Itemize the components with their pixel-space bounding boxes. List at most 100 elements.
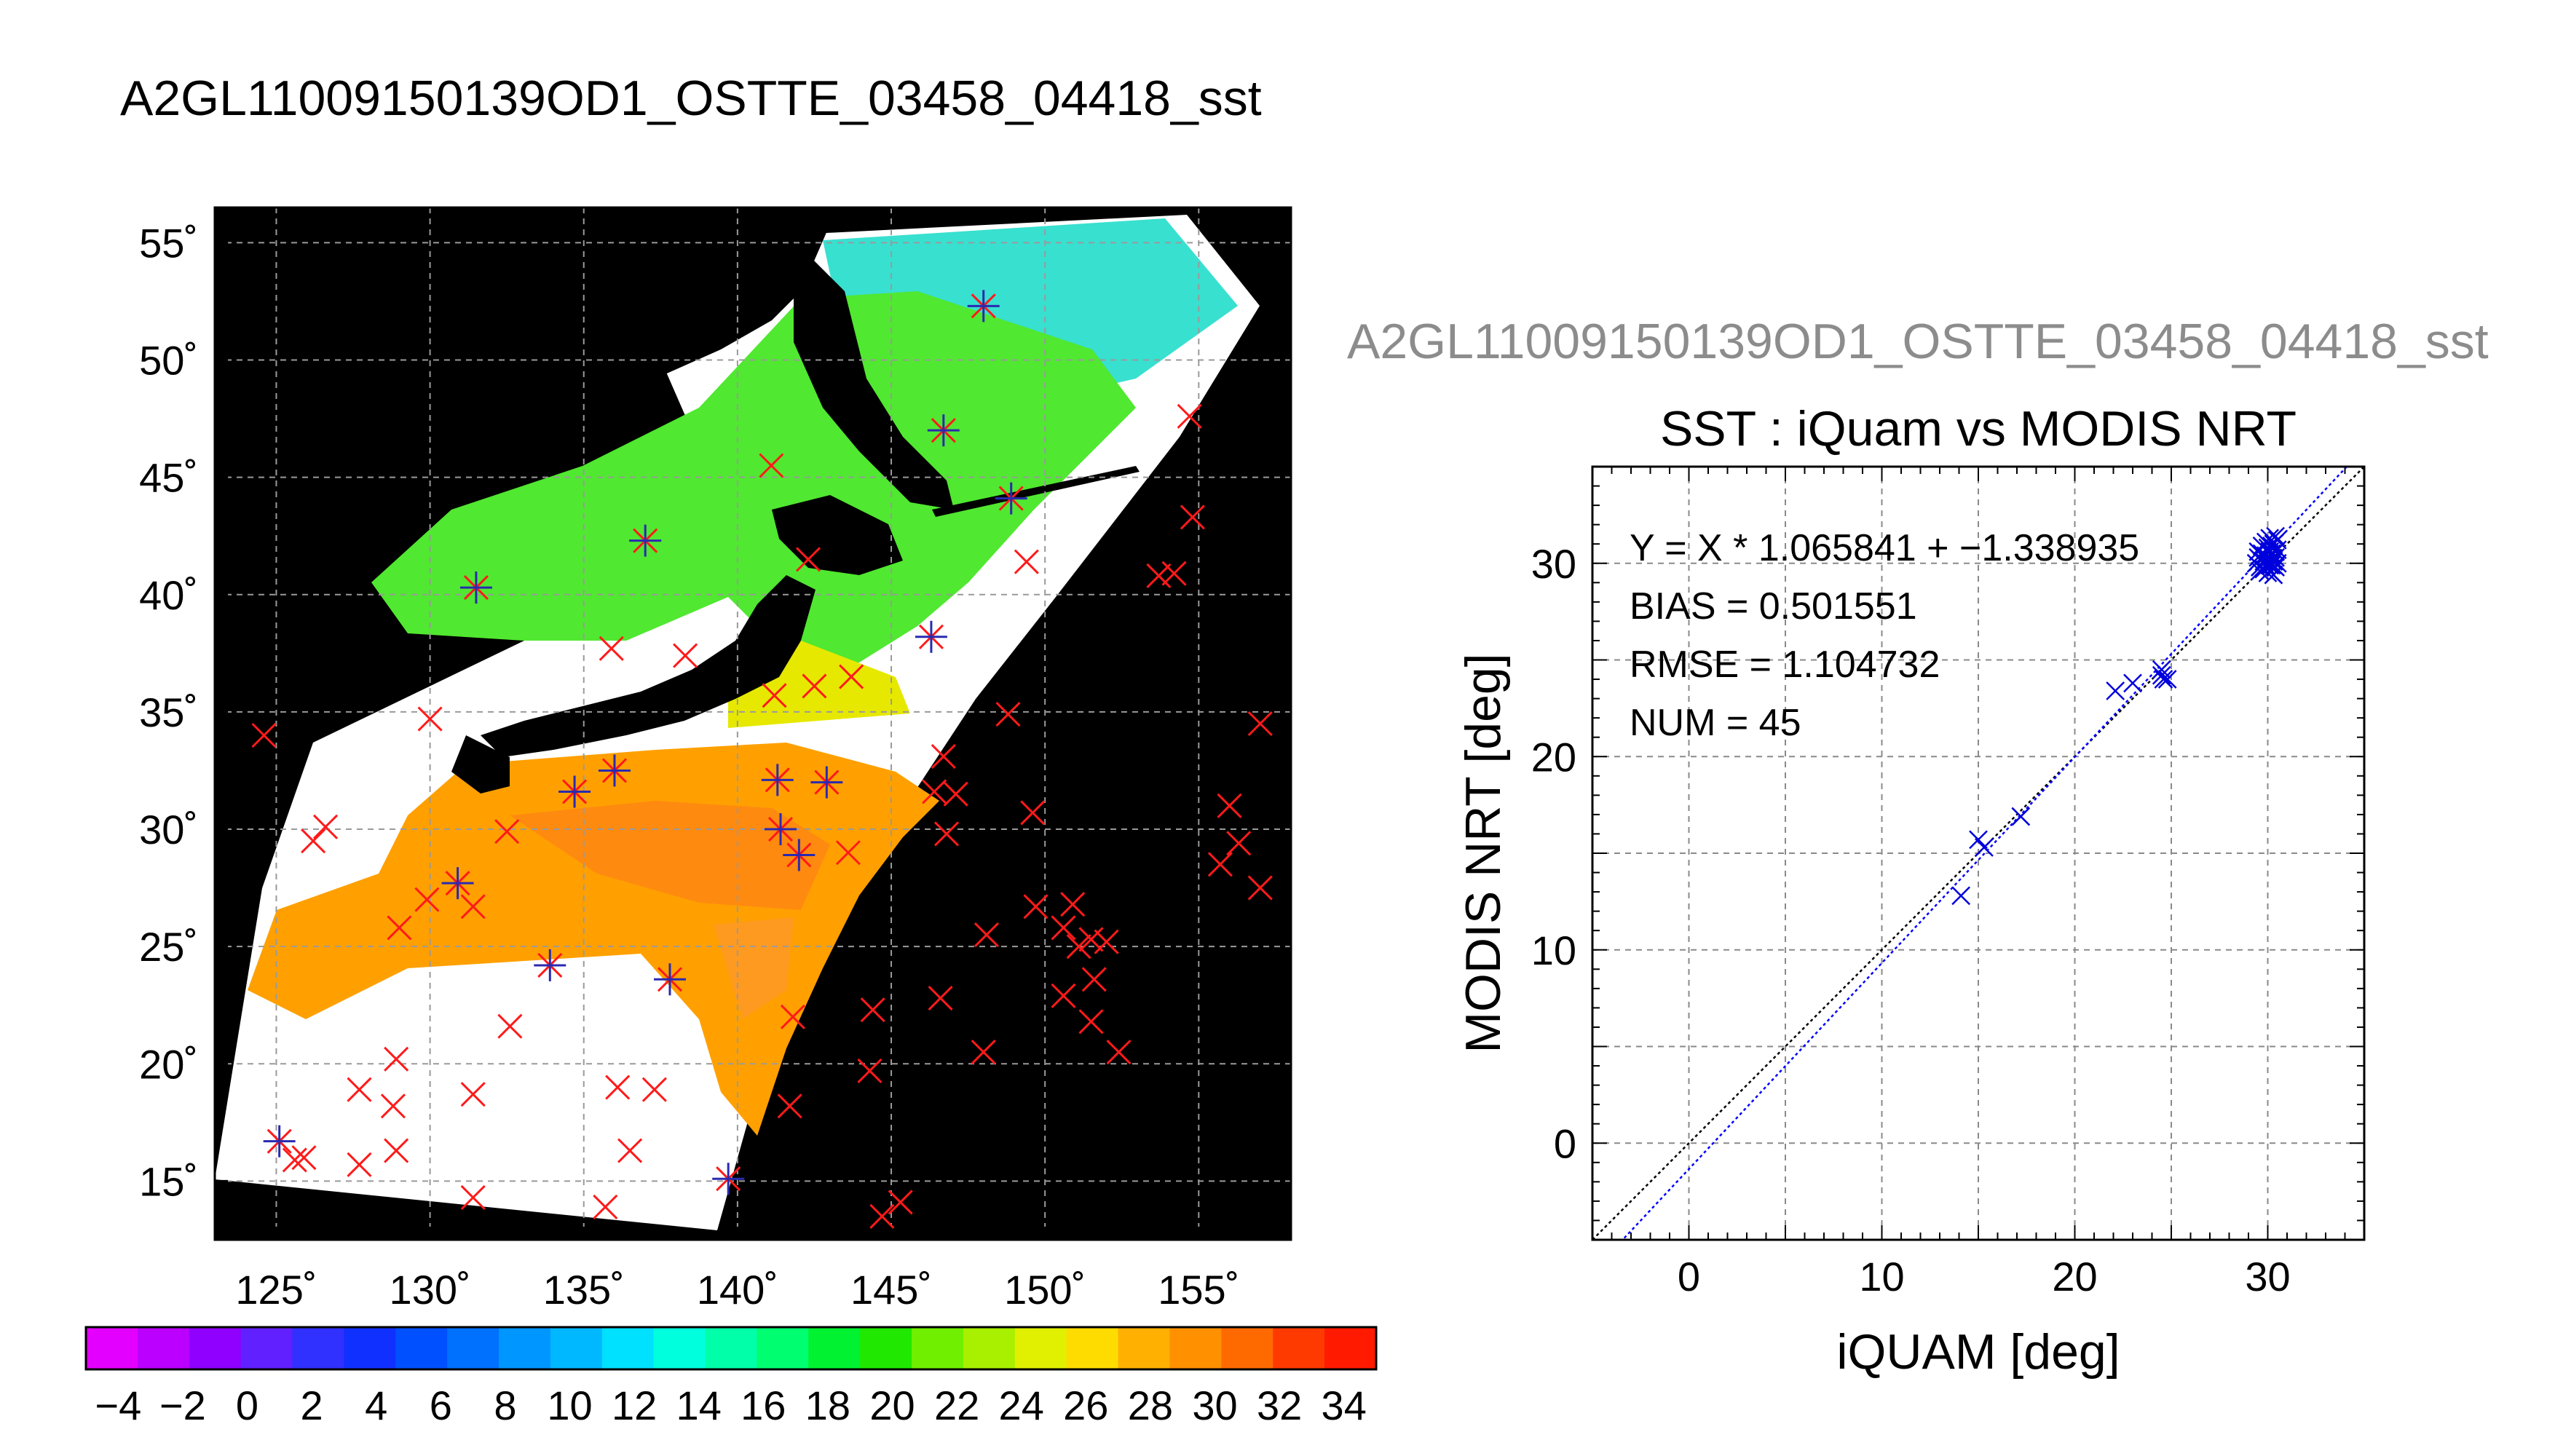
matchup-marker	[1023, 894, 1049, 919]
matchup-marker-blue-star	[441, 867, 474, 900]
matchup-marker	[387, 915, 412, 941]
scatter-x-tick-label: 0	[1678, 1254, 1700, 1299]
colorbar-tick-label: 6	[430, 1382, 452, 1428]
colorbar-cell	[395, 1327, 448, 1369]
colorbar-tick-label: 10	[547, 1382, 592, 1428]
matchup-marker	[1247, 711, 1273, 737]
matchup-marker	[417, 706, 443, 732]
map-y-tick-labels: 15˚ 20˚ 25˚ 30˚ 35˚ 40˚ 45˚ 50˚ 55˚	[139, 220, 198, 1204]
matchup-marker	[1161, 561, 1187, 586]
regression-fit-line	[1621, 467, 2348, 1240]
matchup-marker	[291, 1145, 317, 1171]
colorbar-tick-label: 24	[999, 1382, 1044, 1428]
matchup-marker	[943, 781, 968, 807]
colorbar-cell	[757, 1327, 809, 1369]
colorbar-cell	[1014, 1327, 1067, 1369]
matchup-marker	[1180, 505, 1205, 530]
matchup-marker-blue-star	[459, 571, 492, 604]
map-y-tick-label: 40˚	[139, 572, 198, 618]
colorbar-tick-label: 0	[236, 1382, 258, 1428]
map-x-tick-label: 130˚	[390, 1267, 471, 1313]
colorbar-cell	[447, 1327, 499, 1369]
matchup-marker	[1226, 831, 1252, 856]
colorbar-cells	[86, 1327, 1377, 1369]
matchup-marker	[282, 1147, 307, 1173]
colorbar-cell	[1066, 1327, 1119, 1369]
matchup-marker-blue-star	[598, 754, 631, 787]
matchup-marker	[974, 922, 999, 948]
matchup-marker-blue-star	[967, 290, 1000, 323]
matchup-marker	[1217, 793, 1242, 818]
matchup-marker-blue-star	[783, 839, 816, 871]
matchup-marker	[922, 779, 947, 804]
sst-band-hot	[510, 801, 830, 910]
scatter-point	[2267, 540, 2287, 560]
fit-equation-annotation: Y = X * 1.065841 + −1.338935	[1630, 527, 2139, 569]
colorbar-tick-label: 28	[1128, 1382, 1173, 1428]
matchup-marker	[347, 1152, 372, 1177]
matchup-marker	[605, 1075, 631, 1100]
colorbar-cell	[1169, 1327, 1222, 1369]
matchup-marker	[1060, 892, 1086, 917]
colorbar-cell	[860, 1327, 912, 1369]
scatter-x-tick-label: 10	[1859, 1254, 1904, 1299]
matchup-marker-blue-star	[761, 764, 794, 796]
matchup-marker	[380, 1093, 406, 1119]
scatter-point	[2266, 547, 2285, 567]
scatter-point	[2267, 531, 2287, 550]
map-y-tick-label: 25˚	[139, 924, 198, 970]
land-kyushu	[451, 735, 510, 794]
colorbar-tick-labels: −4 −2 0 2 4 6 8 10 12 14 16 18 20 22 24 26 28 30 32 34	[95, 1382, 1366, 1428]
map-y-tick-label: 20˚	[139, 1041, 198, 1087]
sst-map-panel: 15˚ 20˚ 25˚ 30˚ 35˚ 40˚ 45˚ 50˚ 55˚ 125˚ 130˚ 135˚…	[139, 206, 1292, 1313]
scatter-point	[2256, 532, 2275, 552]
sst-band-hot-2	[714, 917, 794, 1019]
colorbar-cell	[499, 1327, 551, 1369]
matchup-marker	[995, 702, 1021, 727]
scatter-y-axis-label: MODIS NRT [deg]	[1456, 653, 1511, 1053]
matchup-marker-blue-star	[915, 620, 947, 653]
sst-band-green	[371, 291, 1136, 670]
matchup-marker	[384, 1046, 409, 1072]
map-y-tick-label: 35˚	[139, 689, 198, 735]
matchup-marker	[759, 453, 784, 478]
colorbar-tick-label: 2	[301, 1382, 323, 1428]
colorbar-cell	[912, 1327, 964, 1369]
scatter-x-tick-labels: 0 10 20 30	[1678, 1254, 2291, 1299]
colorbar-cell	[705, 1327, 757, 1369]
scatter-point	[2260, 555, 2280, 575]
land-kuril-islands	[932, 466, 1140, 517]
matchup-marker	[928, 985, 953, 1011]
map-x-tick-label: 140˚	[697, 1267, 778, 1313]
matchup-marker	[1207, 852, 1233, 877]
matchup-marker	[599, 636, 624, 661]
scatter-x-tick-label: 20	[2052, 1254, 2097, 1299]
map-x-tick-label: 155˚	[1158, 1267, 1239, 1313]
scatter-x-axis-label: iQUAM [deg]	[1836, 1324, 2120, 1380]
scatter-y-tick-labels: 0 10 20 30	[1531, 541, 1576, 1167]
colorbar-tick-label: 16	[741, 1382, 786, 1428]
matchup-marker-blue-star	[629, 524, 662, 557]
colorbar-tick-label: 22	[934, 1382, 979, 1428]
map-y-tick-label: 30˚	[139, 807, 198, 852]
map-x-tick-labels: 125˚ 130˚ 135˚ 140˚ 145˚ 150˚ 155˚	[235, 1267, 1239, 1313]
colorbar-cell	[601, 1327, 655, 1369]
scatter-points	[1951, 526, 2287, 906]
map-y-tick-label: 15˚	[139, 1158, 198, 1204]
map-y-tick-label: 50˚	[139, 337, 198, 383]
matchup-marker	[1081, 967, 1107, 992]
matchup-marker	[1051, 983, 1076, 1008]
colorbar-tick-label: 8	[494, 1382, 516, 1428]
colorbar-tick-label: 30	[1192, 1382, 1237, 1428]
map-ticks	[215, 241, 1200, 1240]
matchup-marker	[1177, 403, 1202, 429]
colorbar-cell	[137, 1327, 190, 1369]
land-sakhalin	[794, 240, 954, 510]
matchup-marker	[795, 547, 821, 572]
matchup-marker	[869, 1203, 895, 1229]
matchup-marker	[414, 887, 440, 912]
rmse-annotation: RMSE = 1.104732	[1630, 644, 1940, 686]
identity-line	[1592, 467, 2364, 1240]
colorbar-tick-label: −4	[95, 1382, 141, 1428]
